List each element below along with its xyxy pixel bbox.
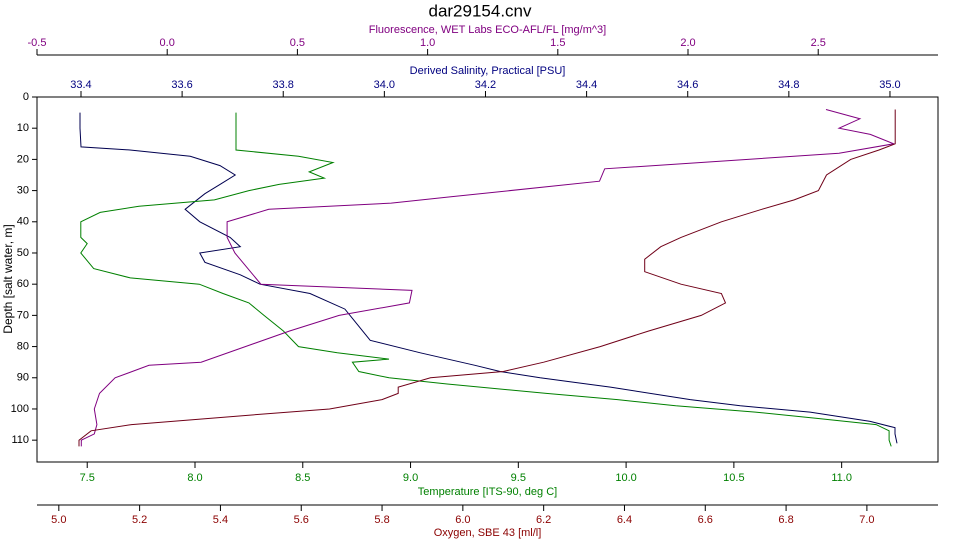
x-tick-label: 8.0 [187, 472, 202, 484]
y-tick-label: 10 [17, 122, 29, 134]
x-tick-label: 35.0 [879, 79, 900, 91]
x-axis-label: Temperature [ITS-90, deg C] [418, 486, 557, 498]
x-axis-label: Derived Salinity, Practical [PSU] [410, 65, 566, 77]
profile-line [79, 112, 898, 444]
y-tick-label: 40 [17, 216, 29, 228]
x-tick-label: 6.4 [617, 514, 632, 526]
y-tick-label: 50 [17, 247, 29, 259]
x-tick-label: 33.8 [273, 79, 294, 91]
x-tick-label: 10.5 [723, 472, 744, 484]
y-tick-label: 30 [17, 184, 29, 196]
x-tick-label: 1.5 [550, 37, 565, 49]
x-tick-label: 0.0 [160, 37, 175, 49]
x-tick-label: 8.5 [295, 472, 310, 484]
y-tick-label: 60 [17, 278, 29, 290]
x-tick-label: 7.0 [859, 514, 874, 526]
x-tick-label: 34.8 [778, 79, 799, 91]
x-tick-label: 2.0 [680, 37, 695, 49]
x-tick-label: -0.5 [28, 37, 47, 49]
x-tick-label: 33.6 [171, 79, 192, 91]
y-tick-label: 0 [23, 91, 29, 103]
profile-line [78, 109, 896, 447]
y-tick-label: 80 [17, 340, 29, 352]
x-tick-label: 1.0 [420, 37, 435, 49]
x-axis-label: Oxygen, SBE 43 [ml/l] [434, 527, 542, 539]
x-tick-label: 5.8 [374, 514, 389, 526]
chart-title: dar29154.cnv [428, 1, 532, 20]
x-tick-label: 9.0 [403, 472, 418, 484]
x-tick-label: 5.2 [132, 514, 147, 526]
x-tick-label: 34.6 [677, 79, 698, 91]
x-tick-label: 7.5 [80, 472, 95, 484]
y-tick-label: 20 [17, 153, 29, 165]
x-tick-label: 6.2 [536, 514, 551, 526]
x-tick-label: 5.4 [213, 514, 228, 526]
x-tick-label: 6.0 [455, 514, 470, 526]
x-tick-label: 34.4 [576, 79, 597, 91]
profile-line [80, 112, 892, 447]
x-tick-label: 34.0 [374, 79, 395, 91]
y-tick-label: 100 [11, 403, 29, 415]
y-tick-label: 110 [11, 434, 29, 446]
x-axis-label: Fluorescence, WET Labs ECO-AFL/FL [mg/m^… [369, 24, 606, 36]
x-tick-label: 9.5 [511, 472, 526, 484]
y-tick-label: 90 [17, 372, 29, 384]
x-tick-label: 10.0 [615, 472, 636, 484]
x-tick-label: 6.8 [778, 514, 793, 526]
plot-frame [36, 96, 939, 463]
x-tick-label: 5.0 [51, 514, 66, 526]
x-tick-label: 33.4 [70, 79, 91, 91]
x-tick-label: 34.2 [475, 79, 496, 91]
x-tick-label: 5.6 [294, 514, 309, 526]
y-tick-label: 70 [17, 309, 29, 321]
x-tick-label: 11.0 [831, 472, 852, 484]
y-axis-label: Depth [salt water, m] [1, 224, 15, 333]
x-tick-label: 6.6 [698, 514, 713, 526]
x-tick-label: 2.5 [811, 37, 826, 49]
x-tick-label: 0.5 [290, 37, 305, 49]
profile-line [80, 109, 896, 447]
